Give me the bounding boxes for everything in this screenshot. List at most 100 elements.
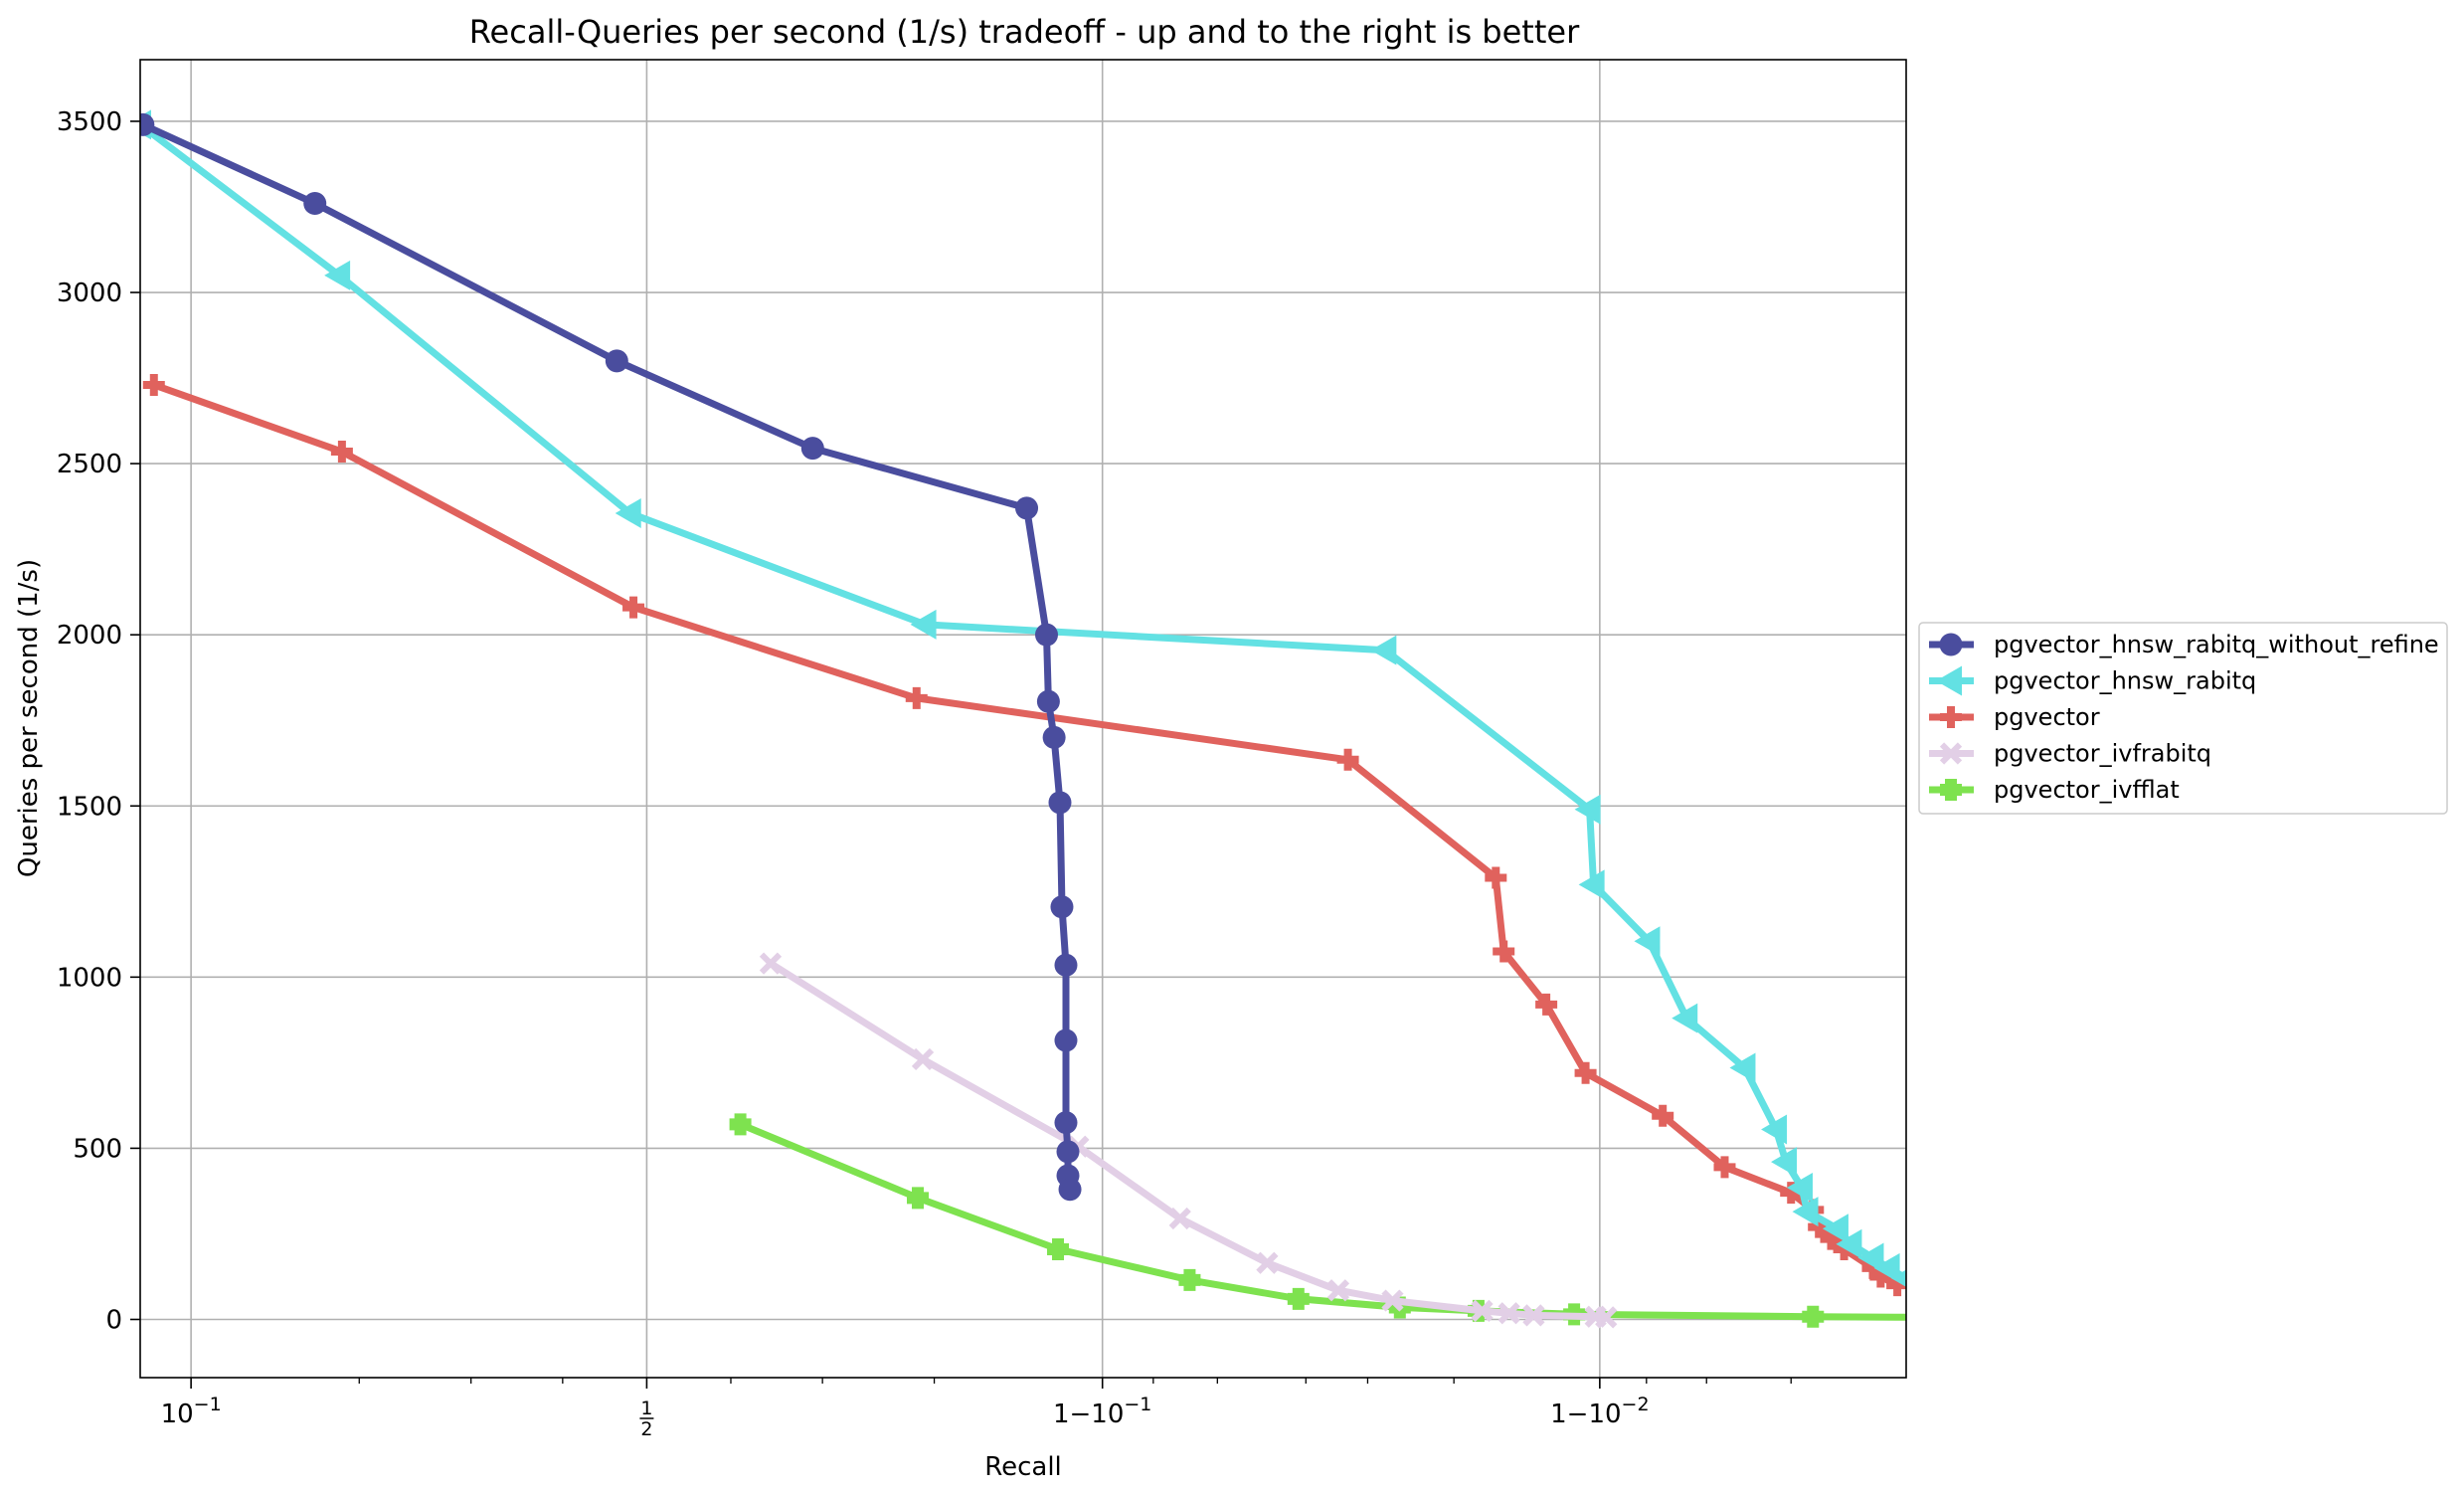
data-point <box>1780 1182 1803 1205</box>
legend-label: pgvector_hnsw_rabitq <box>1994 667 2256 695</box>
x-axis-label: Recall <box>984 1452 1062 1482</box>
chart-title: Recall-Queries per second (1/s) tradeoff… <box>469 13 1580 51</box>
data-point <box>1256 1251 1279 1274</box>
legend-swatch-marker <box>1939 633 1963 656</box>
data-point <box>1713 1156 1736 1179</box>
legend-swatch-marker <box>1940 706 1962 728</box>
data-point <box>1792 1197 1819 1227</box>
data-point <box>1652 1104 1674 1127</box>
x-marker-stroke <box>1595 1306 1618 1329</box>
series-line <box>140 120 1074 1194</box>
y-tick-label: 500 <box>73 1134 122 1164</box>
legend-label: pgvector_ivfrabitq <box>1994 740 2211 768</box>
data-point <box>800 437 824 461</box>
y-tick-label: 0 <box>105 1305 122 1335</box>
y-tick-label: 2500 <box>57 450 122 479</box>
data-point <box>910 609 937 640</box>
data-point <box>1058 1178 1082 1202</box>
series-pgvector_ivfrabitq <box>759 952 1618 1329</box>
data-point <box>1054 1111 1078 1135</box>
x-marker-stroke <box>1381 1289 1404 1312</box>
x-tick-label: 10−1 <box>161 1394 222 1429</box>
series-layer <box>140 109 1906 1329</box>
series-pgvector_hnsw_rabitq <box>140 109 1906 1287</box>
legend-item: pgvector_hnsw_rabitq_without_refine <box>1929 631 2439 658</box>
data-point <box>1015 496 1039 520</box>
legend-item: pgvector_hnsw_rabitq <box>1929 665 2256 696</box>
data-point <box>1168 1207 1191 1230</box>
legend-swatch-marker <box>1939 742 1963 765</box>
data-point <box>324 260 351 290</box>
legend-box <box>1918 622 2448 815</box>
y-tick-label: 3000 <box>57 279 122 308</box>
data-point <box>330 441 353 464</box>
data-point <box>1522 1304 1545 1327</box>
data-point <box>140 112 155 136</box>
data-point <box>1786 1172 1813 1203</box>
legend: pgvector_hnsw_rabitq_without_refinepgvec… <box>1918 622 2448 815</box>
x-tick-label: 12 <box>639 1398 654 1440</box>
data-point <box>605 349 628 373</box>
x-marker-stroke <box>1522 1304 1545 1327</box>
data-point <box>1034 623 1058 647</box>
data-point <box>142 373 165 396</box>
data-point <box>1861 1256 1884 1279</box>
x-marker-stroke <box>1326 1279 1350 1302</box>
data-point <box>1873 1252 1900 1283</box>
data-point <box>1370 635 1397 665</box>
data-point <box>911 1047 935 1071</box>
data-point <box>905 686 928 709</box>
data-point <box>1287 1287 1310 1310</box>
data-point <box>1802 1305 1825 1328</box>
x-marker-stroke <box>1497 1302 1520 1325</box>
x-marker-stroke <box>759 952 783 975</box>
legend-item: pgvector_ivfrabitq <box>1929 740 2211 768</box>
series-pgvector_hnsw_rabitq_without_refine <box>140 112 1082 1202</box>
data-point <box>1761 1114 1788 1145</box>
x-marker-stroke <box>1256 1251 1279 1274</box>
data-point <box>1050 895 1074 919</box>
data-point <box>1381 1289 1404 1312</box>
x-tick-label-denominator: 2 <box>640 1418 652 1440</box>
data-point <box>1471 1299 1494 1323</box>
x-tick-label: 1−10−1 <box>1053 1394 1151 1429</box>
data-point <box>729 1113 752 1136</box>
data-point <box>1574 794 1601 825</box>
y-tick-label: 2000 <box>57 621 122 651</box>
series-line <box>767 960 1610 1321</box>
legend-swatch-marker <box>1936 665 1962 696</box>
y-axis-label: Queries per second (1/s) <box>14 559 44 877</box>
data-point <box>1036 689 1060 713</box>
x-marker-stroke <box>1471 1299 1494 1323</box>
data-point <box>1178 1268 1201 1291</box>
data-point <box>1485 866 1507 889</box>
data-point <box>303 192 327 216</box>
x-marker-stroke <box>911 1047 935 1071</box>
data-point <box>1047 1237 1070 1260</box>
data-point <box>1336 748 1359 771</box>
data-point <box>1574 1061 1597 1084</box>
data-point <box>1891 1269 1906 1287</box>
data-point <box>1595 1306 1618 1329</box>
legend-label: pgvector_ivfflat <box>1994 776 2180 804</box>
x-marker-stroke <box>1168 1207 1191 1230</box>
y-tick-label: 1500 <box>57 792 122 822</box>
x-tick-label-numerator: 1 <box>640 1398 652 1419</box>
data-point <box>1054 953 1078 977</box>
y-tick-label: 1000 <box>57 963 122 993</box>
data-point <box>1672 1003 1698 1033</box>
data-point <box>907 1187 930 1210</box>
data-point <box>1857 1242 1884 1273</box>
data-point <box>1578 869 1605 900</box>
data-point <box>1729 1052 1756 1083</box>
data-point <box>1808 1215 1831 1238</box>
data-point <box>1836 1228 1862 1259</box>
series-line <box>737 1120 1906 1321</box>
data-point <box>1833 1237 1855 1260</box>
x-axis-ticks: 10−1 12 1−10−1 1−10−2 <box>161 1378 1792 1440</box>
legend-swatch-marker <box>1940 779 1962 801</box>
x-marker-stroke <box>1939 742 1963 765</box>
data-point <box>1497 1302 1520 1325</box>
legend-item: pgvector_ivfflat <box>1929 776 2180 804</box>
